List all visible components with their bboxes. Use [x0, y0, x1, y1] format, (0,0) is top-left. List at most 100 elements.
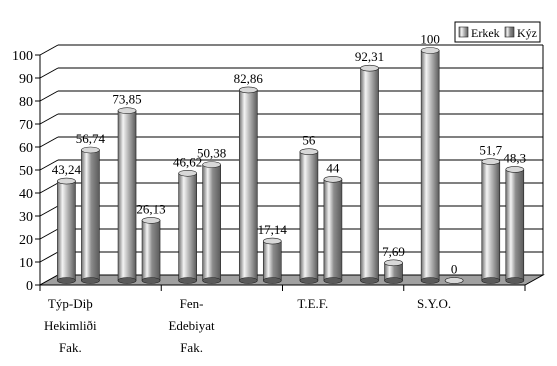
bar-cap — [179, 170, 197, 176]
data-label: 56,74 — [76, 131, 106, 146]
bar-base — [263, 278, 281, 284]
legend-layer: Erkek Kýz — [455, 22, 540, 42]
data-label: 17,14 — [258, 222, 288, 237]
bar-base — [81, 278, 99, 284]
bar — [300, 152, 318, 281]
data-label: 48,3 — [503, 150, 526, 165]
data-label: 51,7 — [479, 143, 502, 158]
bar-base — [300, 278, 318, 284]
bar-cap — [142, 217, 160, 223]
bar-base — [239, 278, 257, 284]
bar — [324, 179, 342, 280]
y-tick-label: 100 — [12, 49, 33, 64]
x-tick-label-line: Fak. — [59, 340, 82, 355]
bar — [203, 165, 221, 281]
bar — [506, 169, 524, 280]
data-label: 73,85 — [112, 92, 141, 107]
gridline-diagonal — [40, 91, 58, 101]
legend-swatch — [505, 27, 514, 37]
y-tick-label: 10 — [19, 256, 33, 271]
bar — [179, 173, 197, 280]
bar-cap — [361, 65, 379, 71]
y-tick-label: 90 — [19, 72, 33, 87]
data-label: 43,24 — [52, 162, 82, 177]
y-tick-label: 70 — [19, 118, 33, 133]
gridline-diagonal — [40, 114, 58, 124]
y-tick-label: 60 — [19, 141, 33, 156]
bar-base — [506, 278, 524, 284]
x-tick-label-line: Fen- — [180, 296, 204, 311]
bar-base — [421, 278, 439, 284]
y-tick-label: 0 — [26, 279, 33, 294]
bar-base — [118, 278, 136, 284]
grid-layer — [40, 45, 543, 285]
gridline-diagonal — [40, 252, 58, 262]
y-tick-label: 40 — [19, 187, 33, 202]
bar — [239, 90, 257, 281]
gridline-diagonal — [40, 45, 58, 55]
x-tick-label: T.E.F. — [297, 296, 328, 311]
gridline-diagonal — [40, 183, 58, 193]
bar-base — [482, 278, 500, 284]
data-label: 92,31 — [355, 49, 384, 64]
bar-base — [203, 278, 221, 284]
bar-base — [324, 278, 342, 284]
bar-cap — [445, 278, 463, 284]
bar — [361, 68, 379, 280]
bar-cap — [324, 176, 342, 182]
chart-floor — [40, 275, 543, 285]
bar-cap — [385, 260, 403, 266]
y-tick-label: 30 — [19, 210, 33, 225]
bar-cap — [263, 238, 281, 244]
x-tick-label: Týp-Diþ Hekimliði Fak. — [44, 296, 97, 355]
bar — [421, 51, 439, 281]
bar-cap — [57, 178, 75, 184]
legend-label: Kýz — [517, 26, 537, 40]
data-label: 0 — [451, 262, 458, 277]
y-tick-label: 50 — [19, 164, 33, 179]
bar — [57, 181, 75, 280]
bar-layer — [57, 48, 523, 284]
bar — [263, 241, 281, 280]
x-tick-label-line: Týp-Diþ — [48, 296, 93, 311]
data-label: 26,13 — [136, 201, 165, 216]
data-label: 100 — [420, 32, 440, 47]
y-tick-label: 80 — [19, 95, 33, 110]
bar-base — [179, 278, 197, 284]
data-label: 56 — [302, 133, 316, 148]
data-label: 7,69 — [382, 244, 405, 259]
x-tick-label-line: T.E.F. — [297, 296, 328, 311]
bar-cap — [239, 87, 257, 93]
data-label: 50,38 — [197, 146, 226, 161]
x-tick-label: S.Y.O. — [417, 296, 451, 311]
bar-cap — [421, 48, 439, 54]
bar-cap — [482, 159, 500, 165]
data-label: 44 — [326, 160, 340, 175]
bar — [118, 111, 136, 281]
bar-cap — [203, 162, 221, 168]
gridline-diagonal — [40, 68, 58, 78]
bar-cap — [118, 108, 136, 114]
bar — [81, 150, 99, 281]
bar-base — [57, 278, 75, 284]
y-tick-label: 20 — [19, 233, 33, 248]
bar-cap — [300, 149, 318, 155]
x-tick-label: Fen- Edebiyat Fak. — [168, 296, 215, 355]
bar — [142, 220, 160, 280]
x-tick-label-line: Hekimliði — [44, 318, 97, 333]
bar — [482, 162, 500, 281]
data-label: 82,86 — [234, 71, 264, 86]
bar-cap — [506, 166, 524, 172]
x-tick-label-line: S.Y.O. — [417, 296, 451, 311]
x-tick-label-line: Edebiyat — [168, 318, 215, 333]
legend-swatch — [459, 27, 468, 37]
floor-layer — [40, 275, 543, 285]
legend-label: Erkek — [471, 26, 500, 40]
bar-base — [361, 278, 379, 284]
gridline-diagonal — [40, 206, 58, 216]
gridline-diagonal — [40, 229, 58, 239]
x-tick-label-line: Fak. — [180, 340, 203, 355]
bar-cap — [81, 147, 99, 153]
